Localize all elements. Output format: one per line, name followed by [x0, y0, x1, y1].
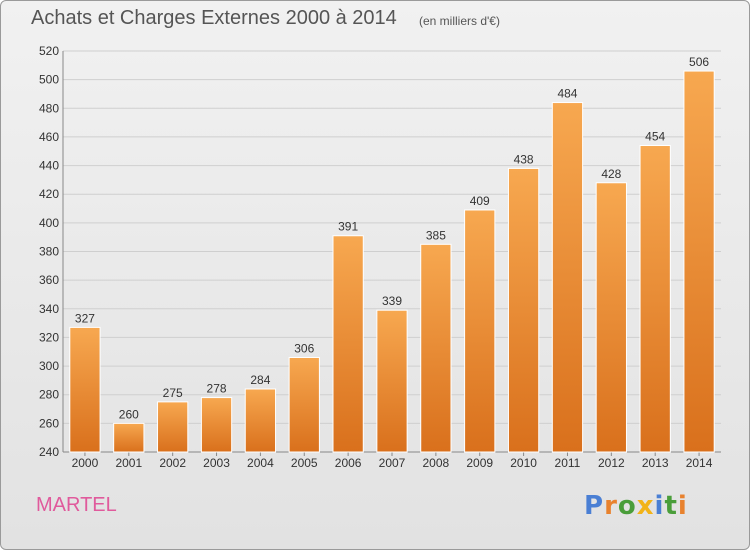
x-tick-label-2003: 2003 [203, 456, 230, 470]
bar-2006 [332, 235, 364, 453]
bar-2014 [683, 70, 715, 453]
x-tick-label-2002: 2002 [159, 456, 186, 470]
data-label-2001: 260 [119, 407, 139, 421]
x-tick-labels: 2000 2001 2002 2003 2004 2005 2006 2007 2008 2009… [72, 456, 713, 470]
data-label-2009: 409 [470, 194, 490, 208]
y-tick-label: 280 [39, 388, 59, 402]
y-tick-label: 380 [39, 245, 59, 259]
data-label-2012: 428 [601, 167, 621, 181]
logo-letter: o [617, 491, 637, 521]
y-tick-label: 440 [39, 159, 59, 173]
data-labels: 327 260 275 278 284 306 391 339 385 409 438 484 428 4… [75, 55, 709, 421]
y-tick-label: 460 [39, 130, 59, 144]
data-label-2000: 327 [75, 311, 95, 325]
data-label-2004: 284 [250, 373, 270, 387]
data-label-2002: 275 [163, 386, 183, 400]
x-tick-label-2013: 2013 [642, 456, 669, 470]
y-tick-label: 260 [39, 416, 59, 430]
y-tick-label: 400 [39, 216, 59, 230]
bars [69, 70, 715, 453]
x-tick-label-2014: 2014 [686, 456, 713, 470]
y-tick-label: 520 [39, 44, 59, 58]
x-tick-label-2007: 2007 [379, 456, 406, 470]
bar-2000 [69, 326, 101, 453]
y-tick-label: 420 [39, 187, 59, 201]
logo-letter: r [604, 491, 618, 521]
data-label-2005: 306 [294, 341, 314, 355]
bar-2013 [639, 145, 671, 453]
bar-2010 [507, 167, 540, 453]
bar-2008 [420, 243, 452, 453]
x-tick-label-2009: 2009 [466, 456, 493, 470]
data-label-2008: 385 [426, 228, 446, 242]
logo-letter: i [654, 491, 665, 521]
y-tick-label: 360 [39, 273, 59, 287]
data-label-2010: 438 [514, 152, 534, 166]
bar-2005 [288, 356, 320, 453]
data-label-2003: 278 [207, 382, 227, 396]
bar-2004 [244, 388, 277, 453]
bar-2001 [113, 422, 145, 453]
y-tick-label: 480 [39, 101, 59, 115]
x-tick-label-2010: 2010 [510, 456, 537, 470]
bar-2012 [595, 182, 627, 453]
y-tick-label: 340 [39, 302, 59, 316]
bar-2011 [551, 102, 584, 453]
y-tick-labels: 240 260 280 300 320 340 360 380 400 420 440 460 480 5… [39, 44, 59, 459]
x-tick-label-2005: 2005 [291, 456, 318, 470]
x-tick-label-2004: 2004 [247, 456, 274, 470]
chart-title: Achats et Charges Externes 2000 à 2014 [31, 7, 397, 29]
chart-subtitle: (en milliers d'€) [419, 14, 500, 28]
x-tick-label-2006: 2006 [335, 456, 362, 470]
bar-2007 [376, 309, 408, 453]
logo-letter: x [636, 491, 655, 521]
x-tick-label-2008: 2008 [423, 456, 450, 470]
proxiti-logo: Proxiti [584, 491, 688, 521]
bar-2009 [464, 209, 496, 453]
data-label-2011: 484 [557, 87, 577, 101]
data-label-2013: 454 [645, 130, 665, 144]
x-tick-label-2000: 2000 [72, 456, 99, 470]
y-tick-label: 300 [39, 359, 59, 373]
data-label-2007: 339 [382, 294, 402, 308]
y-tick-label: 500 [39, 73, 59, 87]
x-tick-label-2012: 2012 [598, 456, 625, 470]
logo-letter: i [677, 491, 688, 521]
data-label-2014: 506 [689, 55, 709, 69]
y-tick-label: 320 [39, 330, 59, 344]
x-tick-label-2001: 2001 [115, 456, 142, 470]
bar-2002 [157, 401, 189, 453]
commune-name: MARTEL [36, 494, 117, 516]
bar-2003 [200, 397, 233, 453]
data-label-2006: 391 [338, 220, 358, 234]
logo-letter: t [664, 491, 678, 521]
y-tick-label: 240 [39, 445, 59, 459]
x-tick-label-2011: 2011 [555, 456, 581, 470]
logo-letter: P [584, 491, 605, 521]
